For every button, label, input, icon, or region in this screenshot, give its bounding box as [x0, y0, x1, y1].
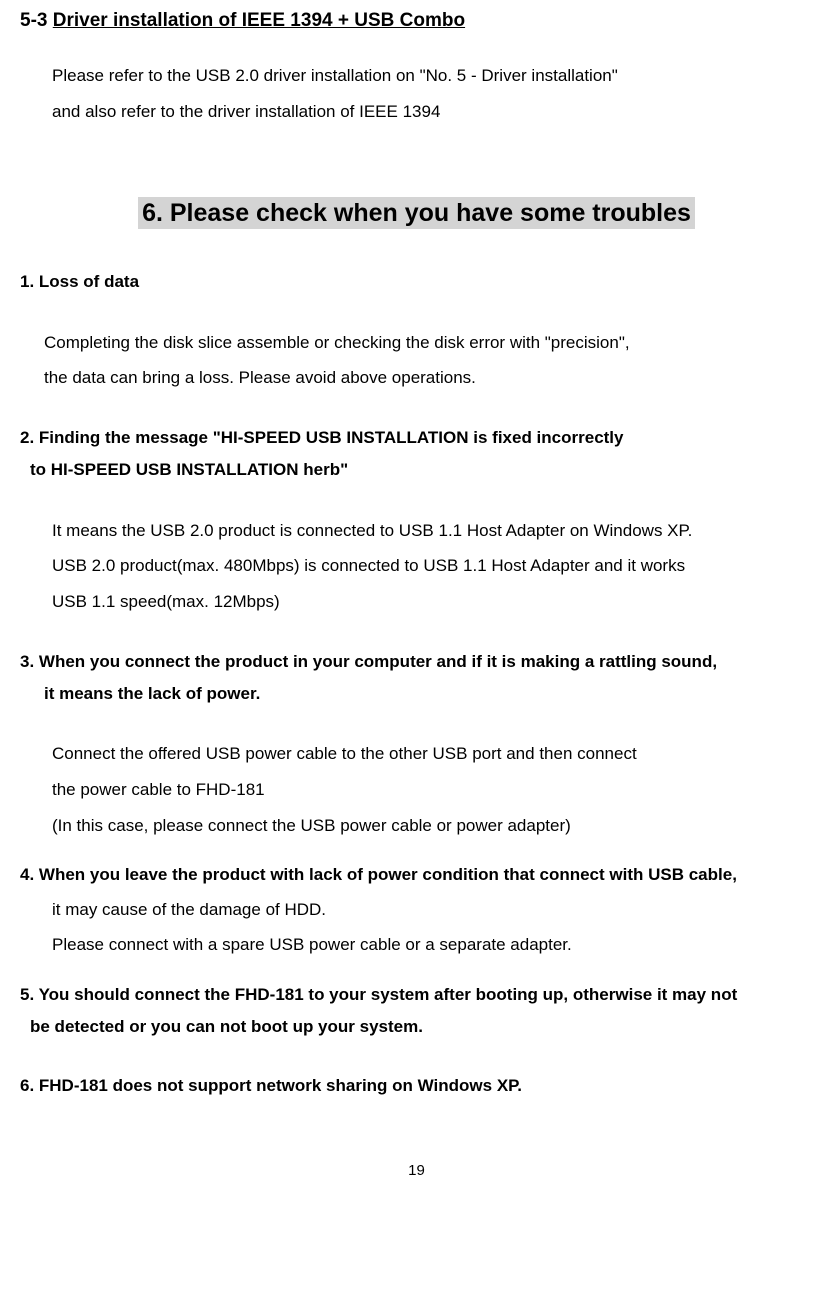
section-5-3-title: 5-3 Driver installation of IEEE 1394 + U… [20, 10, 813, 32]
document-page: 5-3 Driver installation of IEEE 1394 + U… [20, 10, 813, 1179]
item-4-body2: Please connect with a spare USB power ca… [20, 927, 813, 963]
item-1-body1: Completing the disk slice assemble or ch… [20, 325, 813, 361]
item-4-title: 4. When you leave the product with lack … [20, 859, 813, 891]
item-5-title2: be detected or you can not boot up your … [20, 1011, 813, 1043]
item-3-title1: 3. When you connect the product in your … [20, 646, 813, 678]
item-5-title1: 5. You should connect the FHD-181 to you… [20, 979, 813, 1011]
item-4-body1: it may cause of the damage of HDD. [20, 892, 813, 928]
section-5-3-line1: Please refer to the USB 2.0 driver insta… [20, 58, 813, 94]
page-number: 19 [20, 1162, 813, 1179]
item-2-body2: USB 2.0 product(max. 480Mbps) is connect… [20, 548, 813, 584]
item-2-title1: 2. Finding the message "HI-SPEED USB INS… [20, 422, 813, 454]
item-2-body3: USB 1.1 speed(max. 12Mbps) [20, 584, 813, 620]
section-5-3-line2: and also refer to the driver installatio… [20, 94, 813, 130]
section-6-heading: 6. Please check when you have some troub… [138, 197, 695, 229]
item-1-title: 1. Loss of data [20, 266, 813, 298]
section-6-heading-block: 6. Please check when you have some troub… [20, 199, 813, 228]
item-3-body1: Connect the offered USB power cable to t… [20, 736, 813, 772]
item-2-title2: to HI-SPEED USB INSTALLATION herb" [20, 454, 813, 486]
item-2-body1: It means the USB 2.0 product is connecte… [20, 513, 813, 549]
item-3-body2: the power cable to FHD-181 [20, 772, 813, 808]
section-prefix: 5-3 [20, 10, 53, 31]
item-3-title2: it means the lack of power. [20, 678, 813, 710]
item-6-title: 6. FHD-181 does not support network shar… [20, 1070, 813, 1102]
item-1-body2: the data can bring a loss. Please avoid … [20, 360, 813, 396]
item-3-body3: (In this case, please connect the USB po… [20, 808, 813, 844]
section-title-underline: Driver installation of IEEE 1394 + USB C… [53, 10, 465, 31]
